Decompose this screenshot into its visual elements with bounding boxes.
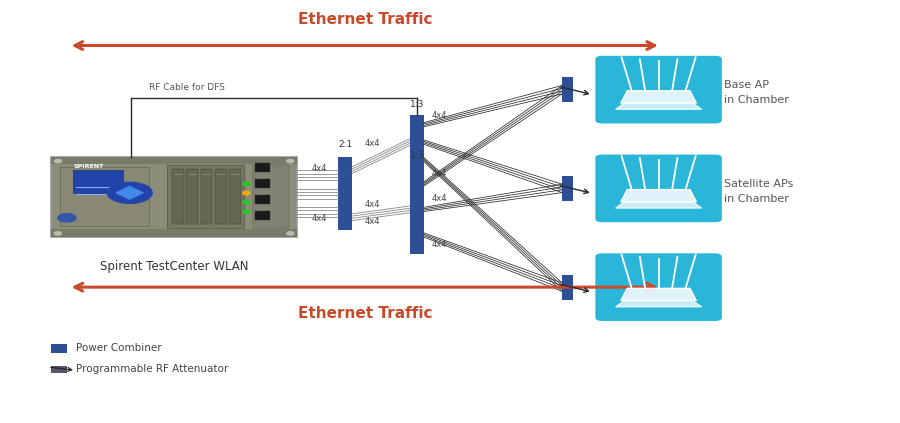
- Text: 1:3: 1:3: [410, 99, 424, 109]
- Circle shape: [58, 214, 76, 222]
- Text: in Chamber: in Chamber: [724, 194, 788, 204]
- Text: RF Cable for DFS: RF Cable for DFS: [149, 83, 225, 92]
- Bar: [256, 179, 270, 188]
- Bar: [230, 170, 241, 224]
- Bar: [201, 170, 212, 224]
- Circle shape: [54, 159, 61, 163]
- Text: 4x4: 4x4: [364, 139, 380, 148]
- Bar: [59, 168, 149, 226]
- Bar: [256, 211, 270, 220]
- Text: 4x4: 4x4: [311, 214, 327, 223]
- Bar: [562, 176, 573, 201]
- Bar: [256, 195, 270, 204]
- Circle shape: [243, 182, 250, 185]
- Polygon shape: [616, 301, 702, 307]
- Text: Satellite APs: Satellite APs: [724, 179, 793, 189]
- Text: Base AP: Base AP: [724, 80, 769, 91]
- Text: in Chamber: in Chamber: [724, 95, 788, 105]
- Polygon shape: [621, 288, 697, 301]
- Circle shape: [243, 201, 250, 204]
- Text: 1:3: 1:3: [410, 151, 424, 160]
- Text: Spirent TestCenter WLAN: Spirent TestCenter WLAN: [100, 260, 248, 273]
- Polygon shape: [616, 202, 702, 208]
- Bar: [253, 165, 289, 228]
- Text: 2:1: 2:1: [338, 140, 352, 149]
- Bar: [215, 170, 227, 224]
- Bar: [167, 165, 244, 228]
- Text: 4x4: 4x4: [364, 217, 380, 226]
- FancyBboxPatch shape: [596, 253, 722, 321]
- Text: SPIRENT: SPIRENT: [73, 164, 104, 169]
- Bar: [50, 366, 67, 373]
- Text: 4x4: 4x4: [431, 194, 446, 203]
- FancyBboxPatch shape: [596, 154, 722, 222]
- Polygon shape: [616, 103, 702, 109]
- Bar: [73, 170, 122, 193]
- Bar: [172, 170, 184, 224]
- Text: Programmable RF Attenuator: Programmable RF Attenuator: [76, 364, 228, 374]
- Bar: [562, 275, 573, 300]
- Text: 4x4: 4x4: [431, 168, 446, 178]
- Text: Ethernet Traffic: Ethernet Traffic: [298, 306, 432, 321]
- Bar: [186, 170, 198, 224]
- Circle shape: [54, 232, 61, 235]
- Text: 4x4: 4x4: [431, 112, 446, 121]
- Bar: [50, 344, 67, 353]
- Text: 4x4: 4x4: [364, 200, 380, 209]
- Circle shape: [287, 159, 294, 163]
- Circle shape: [243, 210, 250, 213]
- Polygon shape: [621, 190, 697, 202]
- Polygon shape: [621, 91, 697, 103]
- Bar: [410, 115, 424, 170]
- Circle shape: [243, 191, 250, 195]
- Bar: [562, 77, 573, 102]
- Text: 4x4: 4x4: [311, 165, 327, 173]
- Bar: [338, 157, 352, 231]
- Circle shape: [107, 182, 152, 203]
- Bar: [50, 157, 298, 165]
- FancyBboxPatch shape: [596, 56, 722, 124]
- Circle shape: [287, 232, 294, 235]
- Text: Power Combiner: Power Combiner: [76, 343, 161, 353]
- Bar: [50, 229, 298, 237]
- Text: 4x4: 4x4: [431, 240, 446, 249]
- Polygon shape: [116, 187, 143, 199]
- FancyBboxPatch shape: [50, 157, 298, 237]
- Bar: [410, 165, 424, 253]
- Text: Ethernet Traffic: Ethernet Traffic: [298, 11, 432, 27]
- Bar: [256, 163, 270, 172]
